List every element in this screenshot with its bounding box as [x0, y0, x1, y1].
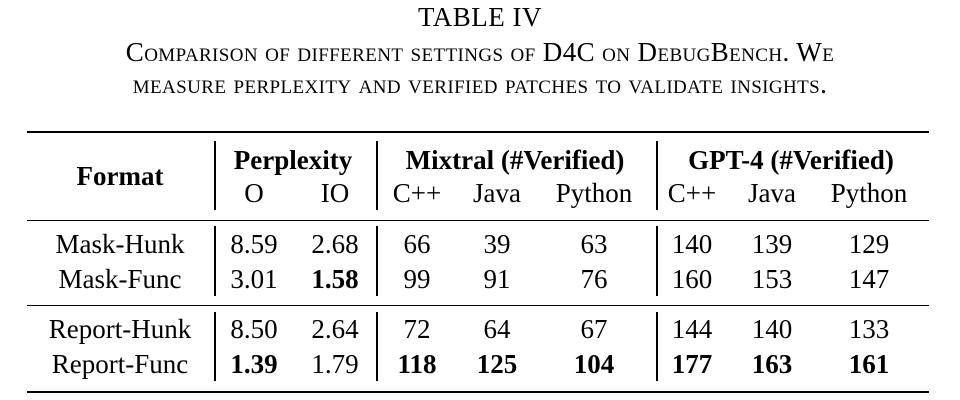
column-separator [656, 141, 658, 210]
column-separator [214, 226, 216, 296]
header-subcolumn: Python [830, 178, 908, 208]
table-cell: 125 [476, 349, 518, 379]
table-cell: 1.39 [230, 349, 278, 379]
column-separator [656, 312, 658, 381]
table-cell: 140 [751, 314, 793, 344]
header-gpt4: GPT-4 (#Verified) [688, 145, 894, 175]
header-subcolumn: Python [555, 178, 633, 208]
table-cell: 66 [403, 229, 431, 259]
table-cell: 177 [671, 349, 713, 379]
header-subcolumn: C++ [667, 178, 717, 208]
table-cell: 104 [573, 349, 615, 379]
table-caption-label: TABLE IV [417, 2, 543, 32]
table-cell: 161 [848, 349, 890, 379]
table-cell: 2.64 [311, 314, 359, 344]
group-rule [27, 305, 929, 306]
table-cell: 118 [397, 349, 437, 379]
table-cell: 144 [671, 314, 713, 344]
header-rule [27, 220, 929, 221]
row-format-label: Mask-Func [58, 264, 182, 294]
table-cell: 140 [671, 229, 713, 259]
column-separator [656, 226, 658, 296]
header-perplexity: Perplexity [233, 145, 353, 175]
table-cell: 1.79 [311, 349, 359, 379]
table-cell: 63 [580, 229, 608, 259]
table-cell: 147 [848, 264, 890, 294]
table-cell: 160 [671, 264, 713, 294]
table-cell: 64 [483, 314, 511, 344]
top-rule [27, 131, 929, 133]
table-cell: 129 [848, 229, 890, 259]
header-subcolumn: Java [748, 178, 796, 208]
header-subcolumn: C++ [392, 178, 442, 208]
table-cell: 153 [751, 264, 793, 294]
table-cell: 39 [483, 229, 511, 259]
column-separator [214, 312, 216, 381]
column-separator [214, 141, 216, 210]
table-cell: 3.01 [230, 264, 278, 294]
column-separator [376, 141, 378, 210]
table-cell: 8.50 [230, 314, 278, 344]
row-format-label: Mask-Hunk [55, 229, 185, 259]
table-caption-line-2: measure perplexity and verified patches … [132, 69, 828, 99]
table-cell: 8.59 [230, 229, 278, 259]
row-format-label: Report-Func [51, 349, 189, 379]
table-cell: 139 [751, 229, 793, 259]
header-mixtral: Mixtral (#Verified) [405, 145, 625, 175]
row-format-label: Report-Hunk [48, 314, 192, 344]
table-cell: 91 [483, 264, 511, 294]
header-format: Format [76, 161, 164, 191]
table-cell: 76 [580, 264, 608, 294]
table-cell: 133 [848, 314, 890, 344]
header-subcolumn: O [244, 178, 264, 208]
bottom-rule [27, 391, 929, 393]
table-cell: 1.58 [311, 264, 359, 294]
table-caption-line-1: Comparison of different settings of D4C … [125, 37, 835, 67]
table-cell: 163 [751, 349, 793, 379]
header-subcolumn: Java [473, 178, 521, 208]
table-cell: 99 [403, 264, 431, 294]
table-cell: 2.68 [311, 229, 359, 259]
header-subcolumn: IO [320, 178, 350, 208]
column-separator [376, 312, 378, 381]
table-cell: 72 [403, 314, 431, 344]
table-cell: 67 [580, 314, 608, 344]
column-separator [376, 226, 378, 296]
